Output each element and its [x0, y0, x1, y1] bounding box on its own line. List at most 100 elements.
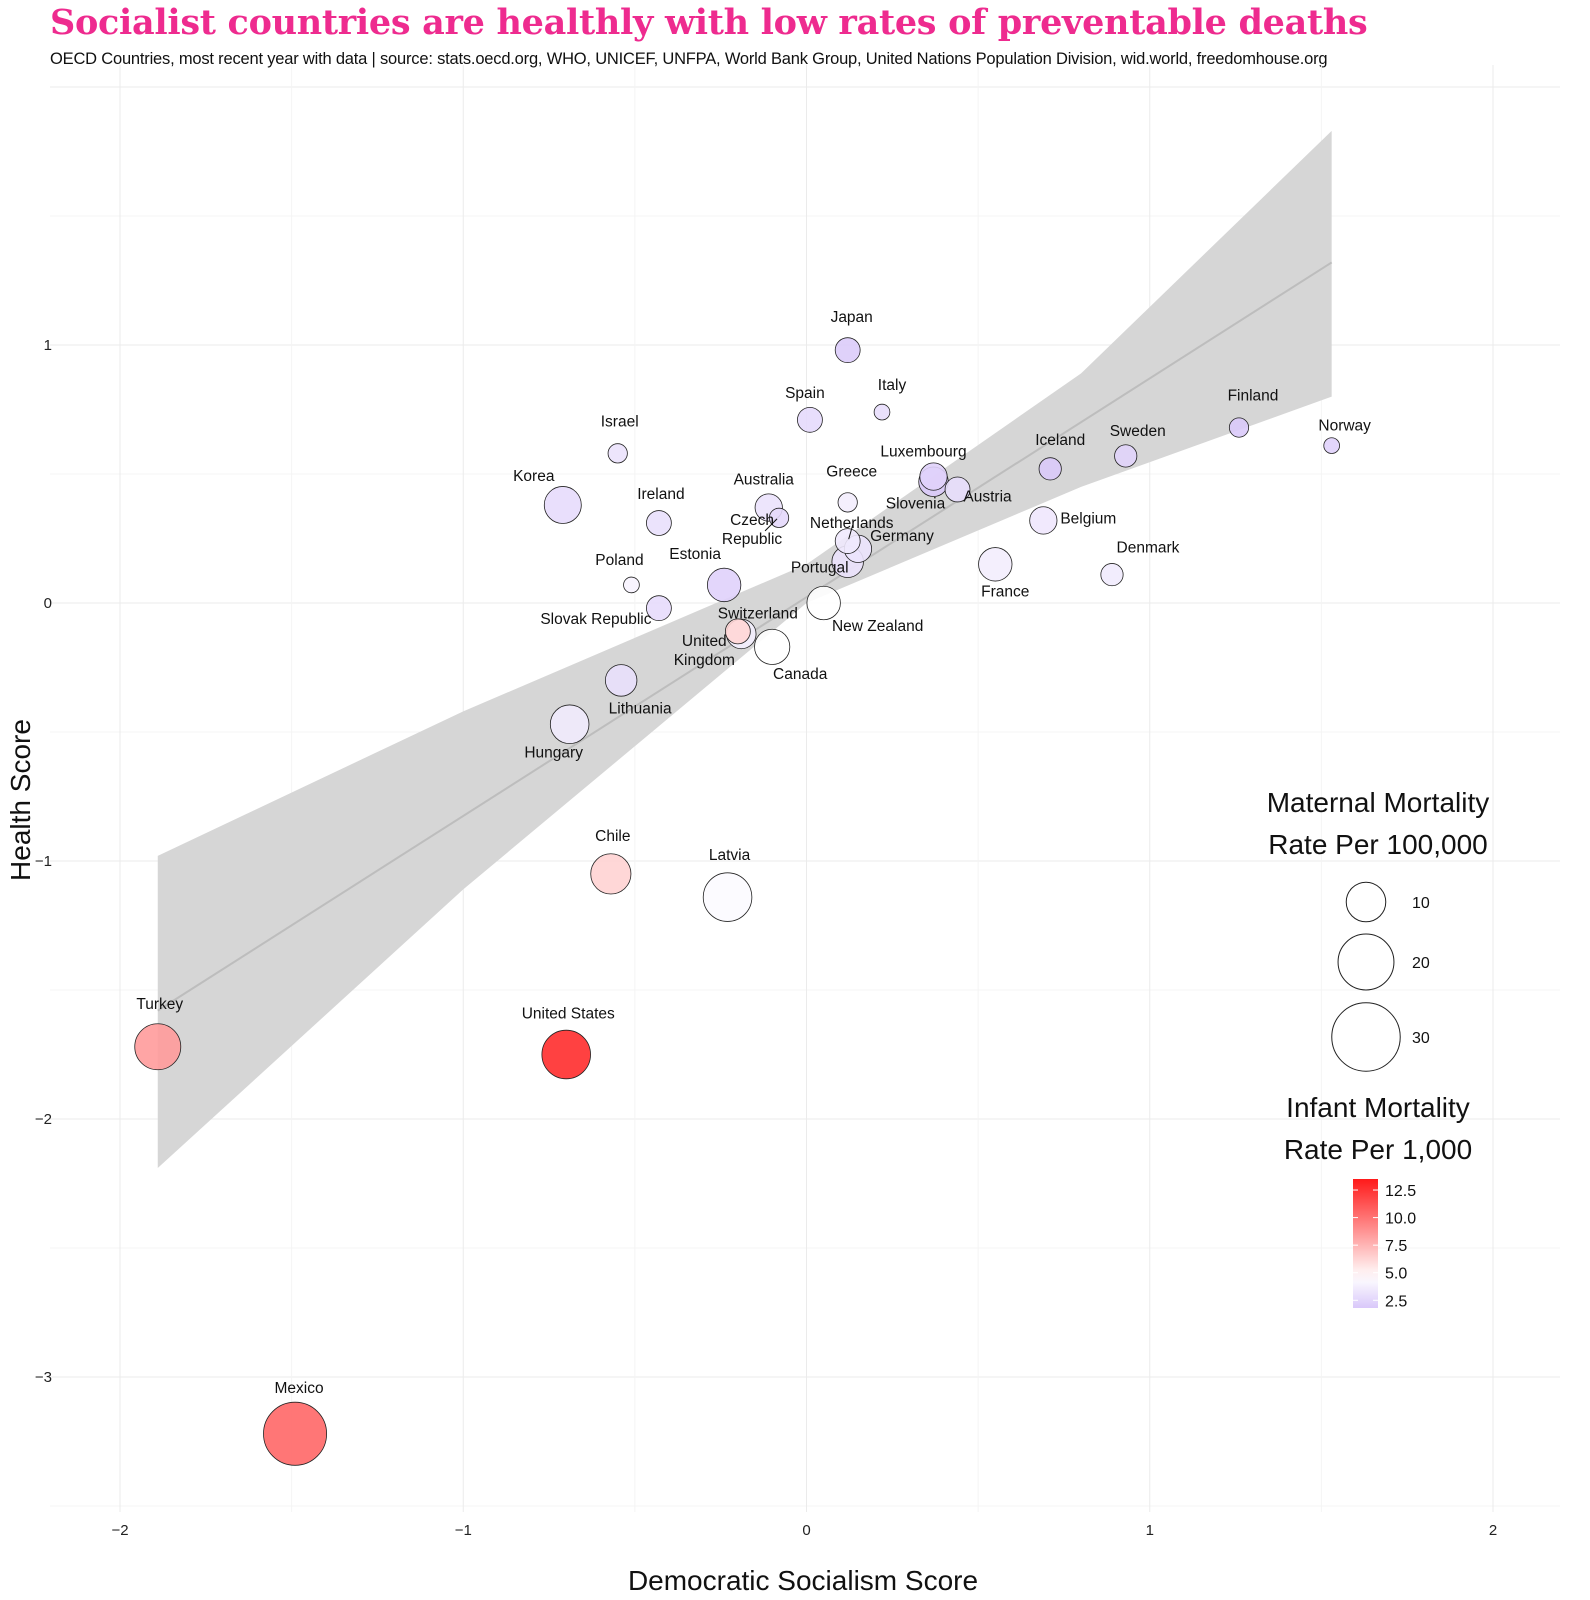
point-canada: [754, 628, 791, 665]
label-belgium: Belgium: [1060, 510, 1116, 527]
label-united-states: United States: [522, 1006, 615, 1023]
point-israel: [607, 443, 628, 464]
color-legend-label: 7.5: [1385, 1238, 1407, 1255]
confidence-band-layer: [157, 130, 1333, 1169]
point-latvia: [702, 872, 753, 922]
label-line: Japan: [831, 309, 873, 326]
point-turkey: [134, 1023, 182, 1071]
y-tick-label: −2: [35, 1111, 52, 1128]
label-spain: Spain: [785, 385, 825, 402]
label-line: Korea: [513, 468, 555, 485]
label-germany: Germany: [870, 528, 934, 545]
point-france: [978, 547, 1013, 582]
point-united-states: [541, 1029, 591, 1080]
point-iceland: [1038, 457, 1062, 481]
point-japan: [834, 337, 861, 364]
point-new-zealand: [806, 585, 841, 621]
point-korea: [543, 486, 582, 524]
label-japan: Japan: [831, 309, 873, 326]
point-luxembourg: [919, 462, 948, 491]
label-line: Hungary: [524, 744, 583, 761]
point-spain: [797, 406, 823, 433]
label-line: Greece: [826, 463, 877, 480]
label-france: France: [981, 583, 1029, 600]
label-line: Austria: [963, 488, 1012, 505]
label-line: Belgium: [1060, 510, 1116, 527]
label-chile: Chile: [595, 828, 630, 845]
label-ireland: Ireland: [637, 486, 684, 503]
label-netherlands: Netherlands: [810, 515, 894, 532]
label-line: Turkey: [136, 996, 183, 1013]
label-switzerland: Switzerland: [718, 605, 798, 622]
label-norway: Norway: [1318, 418, 1371, 435]
y-axis-title: Health Score: [5, 719, 36, 881]
label-slovak-republic: Slovak Republic: [540, 611, 651, 628]
label-hungary: Hungary: [524, 744, 583, 761]
label-czech-republic: Czech Republic: [722, 512, 783, 548]
label-line: Republic: [722, 531, 783, 548]
label-new-zealand: New Zealand: [832, 618, 923, 635]
label-line: New Zealand: [832, 618, 923, 635]
color-legend-label: 10.0: [1385, 1211, 1416, 1228]
points-layer: [134, 337, 1340, 1466]
label-line: France: [981, 583, 1029, 600]
leader-line: [848, 524, 854, 540]
label-line: Netherlands: [810, 515, 894, 532]
size-legend-key: [1345, 881, 1387, 923]
x-tick-label: 1: [1146, 1522, 1154, 1539]
label-portugal: Portugal: [791, 560, 849, 577]
leader-line: [764, 518, 778, 532]
label-line: United: [682, 633, 727, 650]
label-line: Canada: [773, 666, 828, 683]
label-line: Luxembourg: [880, 444, 966, 461]
label-line: Finland: [1228, 388, 1279, 405]
label-line: Israel: [601, 413, 639, 430]
legend: Maternal Mortality Rate Per 100,000 10 20 30…: [1267, 787, 1490, 1310]
point-chile: [590, 853, 632, 895]
label-finland: Finland: [1228, 388, 1279, 405]
label-italy: Italy: [878, 377, 907, 394]
label-line: Portugal: [791, 560, 849, 577]
size-legend-key: [1331, 1002, 1401, 1072]
x-tick-label: −2: [111, 1522, 128, 1539]
x-tick-label: 2: [1489, 1522, 1497, 1539]
label-greece: Greece: [826, 463, 877, 480]
label-australia: Australia: [734, 472, 795, 489]
point-ireland: [646, 510, 672, 536]
confidence-band: [157, 130, 1332, 1169]
label-line: Mexico: [275, 1380, 324, 1397]
label-poland: Poland: [595, 552, 643, 569]
label-line: Ireland: [637, 486, 684, 503]
label-line: Poland: [595, 552, 643, 569]
label-sweden: Sweden: [1110, 423, 1166, 440]
label-line: Australia: [734, 472, 795, 489]
label-luxembourg: Luxembourg: [880, 444, 966, 461]
point-finland: [1228, 417, 1250, 438]
label-line: Denmark: [1117, 540, 1180, 557]
label-lithuania: Lithuania: [609, 700, 672, 717]
point-greece: [837, 492, 858, 513]
size-legend-title: Maternal Mortality: [1267, 787, 1490, 818]
label-line: Italy: [878, 377, 907, 394]
label-line: Slovak Republic: [540, 611, 651, 628]
color-legend-label: 12.5: [1385, 1183, 1416, 1200]
color-legend-title: Infant Mortality: [1286, 1092, 1470, 1123]
point-belgium: [1029, 506, 1058, 535]
label-korea: Korea: [513, 468, 555, 485]
label-line: Germany: [870, 528, 934, 545]
point-austria: [944, 476, 971, 503]
size-legend-label: 30: [1412, 1030, 1430, 1047]
label-line: Estonia: [669, 546, 721, 563]
color-legend-subtitle: Rate Per 1,000: [1284, 1134, 1472, 1165]
point-slovak-republic: [646, 595, 672, 622]
y-tick-label: −3: [35, 1369, 52, 1386]
label-line: Czech: [730, 512, 774, 529]
y-tick-label: 0: [44, 595, 52, 612]
label-line: Switzerland: [718, 605, 798, 622]
point-czech-republic: [768, 507, 790, 528]
label-line: Latvia: [709, 847, 751, 864]
point-hungary: [549, 704, 590, 744]
size-legend-label: 10: [1412, 895, 1430, 912]
label-mexico: Mexico: [275, 1380, 324, 1397]
